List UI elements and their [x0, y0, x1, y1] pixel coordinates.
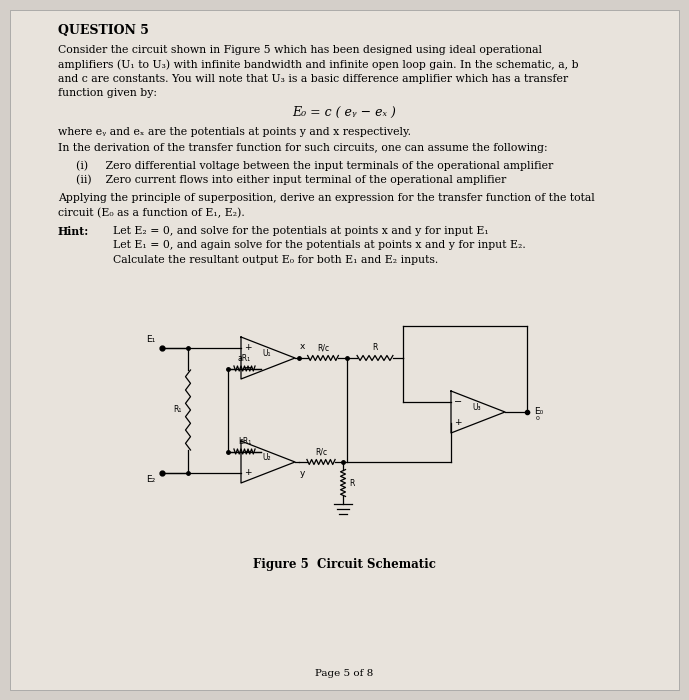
Text: U₁: U₁	[263, 349, 271, 358]
Text: Figure 5  Circuit Schematic: Figure 5 Circuit Schematic	[253, 558, 435, 571]
Text: E₀: E₀	[534, 407, 543, 416]
Text: aR₁: aR₁	[238, 354, 251, 363]
Text: R₁: R₁	[174, 405, 182, 414]
Text: −: −	[454, 397, 462, 407]
Text: E₂: E₂	[146, 475, 155, 484]
Text: −: −	[244, 363, 252, 373]
Text: Hint:: Hint:	[58, 226, 90, 237]
Text: +: +	[244, 344, 251, 352]
Text: Calculate the resultant output E₀ for both E₁ and E₂ inputs.: Calculate the resultant output E₀ for bo…	[113, 255, 438, 265]
FancyBboxPatch shape	[10, 10, 679, 690]
Text: QUESTION 5: QUESTION 5	[58, 24, 149, 37]
Text: y: y	[300, 469, 305, 478]
Text: R: R	[372, 344, 378, 353]
Text: +: +	[244, 468, 251, 477]
Text: Consider the circuit shown in Figure 5 which has been designed using ideal opera: Consider the circuit shown in Figure 5 w…	[58, 45, 542, 55]
Text: Let E₁ = 0, and again solve for the potentials at points x and y for input E₂.: Let E₁ = 0, and again solve for the pote…	[113, 241, 526, 251]
Text: Page 5 of 8: Page 5 of 8	[315, 669, 373, 678]
Text: bR₁: bR₁	[238, 437, 251, 446]
Text: In the derivation of the transfer function for such circuits, one can assume the: In the derivation of the transfer functi…	[58, 144, 548, 153]
Text: Applying the principle of superposition, derive an expression for the transfer f: Applying the principle of superposition,…	[58, 193, 595, 203]
Text: E₀ = c ( eᵧ − eₓ ): E₀ = c ( eᵧ − eₓ )	[292, 106, 396, 119]
Text: U₃: U₃	[473, 403, 482, 412]
Text: R/c: R/c	[317, 344, 329, 353]
Text: Let E₂ = 0, and solve for the potentials at points x and y for input E₁: Let E₂ = 0, and solve for the potentials…	[113, 226, 489, 236]
Text: 0: 0	[536, 416, 540, 421]
Text: E₁: E₁	[146, 335, 155, 344]
Text: R: R	[349, 479, 354, 487]
Text: where eᵧ and eₓ are the potentials at points y and x respectively.: where eᵧ and eₓ are the potentials at po…	[58, 127, 411, 137]
Text: function given by:: function given by:	[58, 88, 157, 99]
Text: −: −	[244, 447, 252, 457]
Text: +: +	[454, 418, 462, 426]
Text: and c are constants. You will note that U₃ is a basic difference amplifier which: and c are constants. You will note that …	[58, 74, 568, 84]
Text: R/c: R/c	[315, 447, 327, 456]
Text: (i)     Zero differential voltage between the input terminals of the operational: (i) Zero differential voltage between th…	[76, 160, 553, 171]
Text: (ii)    Zero current flows into either input terminal of the operational amplifi: (ii) Zero current flows into either inpu…	[76, 174, 506, 185]
Text: circuit (E₀ as a function of E₁, E₂).: circuit (E₀ as a function of E₁, E₂).	[58, 207, 245, 218]
Text: amplifiers (U₁ to U₃) with infinite bandwidth and infinite open loop gain. In th: amplifiers (U₁ to U₃) with infinite band…	[58, 60, 579, 70]
Text: U₂: U₂	[263, 454, 271, 463]
Text: x: x	[300, 342, 305, 351]
